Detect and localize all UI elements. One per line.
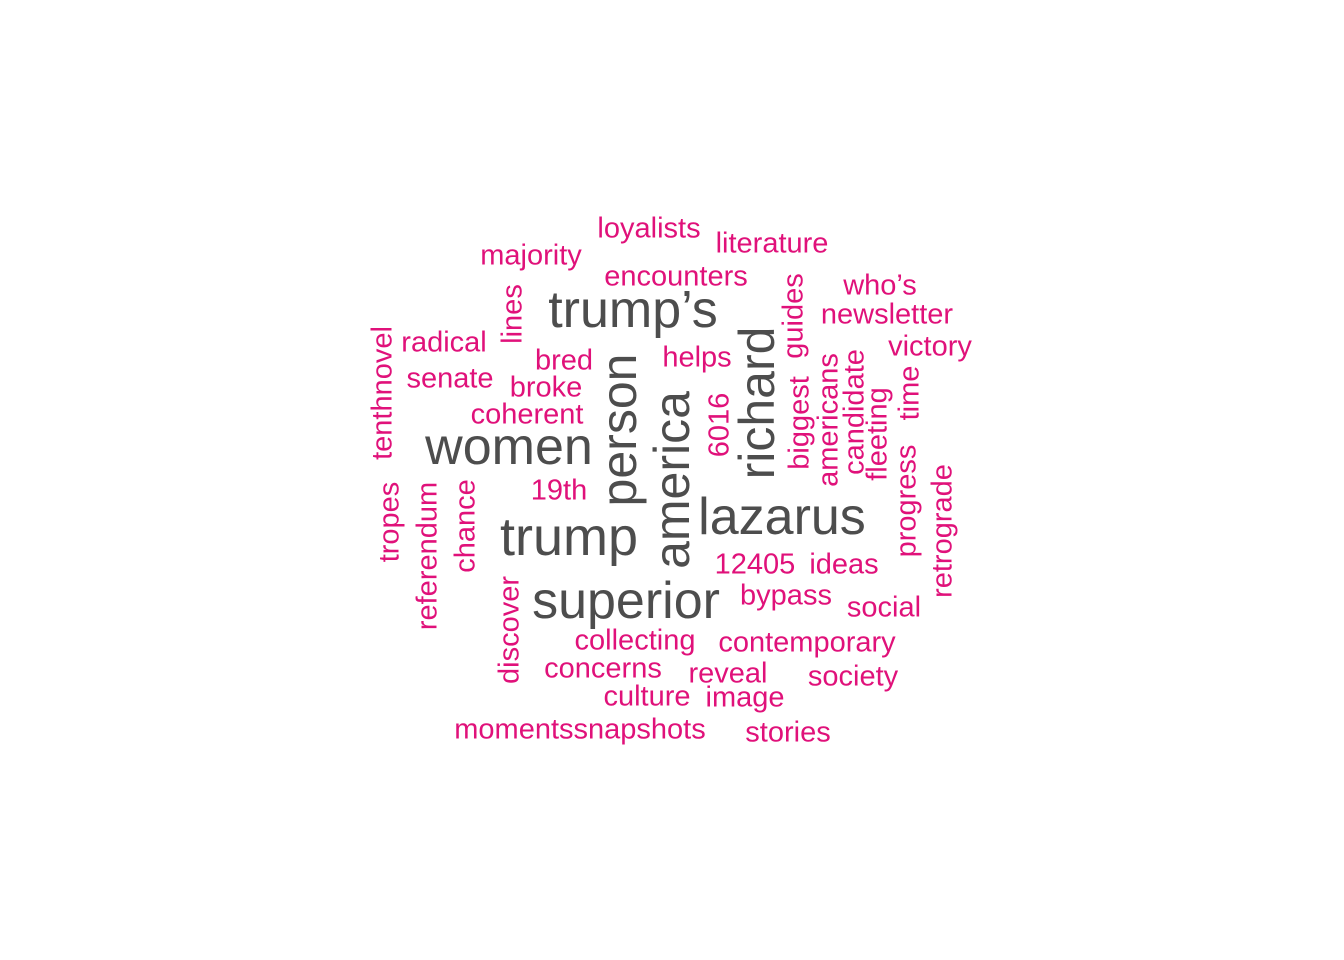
- word-superior: superior: [532, 572, 720, 630]
- word-women: women: [425, 418, 593, 476]
- word-person: person: [591, 353, 647, 507]
- word-reveal: reveal: [688, 657, 768, 690]
- word-stories: stories: [745, 716, 831, 749]
- word-collecting: collecting: [574, 624, 696, 657]
- word-trump: trump: [499, 507, 639, 567]
- word-6016: 6016: [703, 392, 736, 458]
- word-richard: richard: [729, 326, 785, 480]
- word-referendum: referendum: [411, 481, 444, 631]
- word-image: image: [705, 681, 785, 714]
- word-biggest: biggest: [783, 376, 816, 470]
- word-loyalists: loyalists: [597, 212, 701, 245]
- word-momentssnapshots: momentssnapshots: [454, 713, 706, 746]
- word-encounters: encounters: [604, 260, 748, 293]
- word-lines: lines: [496, 284, 529, 344]
- word-chance: chance: [449, 479, 482, 573]
- word-america: america: [644, 391, 700, 569]
- word-contemporary: contemporary: [718, 626, 896, 659]
- word-fleeting: fleeting: [861, 387, 894, 481]
- word-whos: who’s: [843, 269, 917, 302]
- word-literature: literature: [715, 227, 829, 260]
- word-society: society: [807, 660, 899, 693]
- word-guides: guides: [777, 273, 810, 359]
- word-retrograde: retrograde: [926, 464, 959, 598]
- word-19th: 19th: [530, 474, 588, 507]
- word-culture: culture: [603, 680, 691, 713]
- word-tenthnovel: tenthnovel: [366, 326, 399, 460]
- word-lazarus: lazarus: [698, 488, 866, 546]
- word-coherent: coherent: [470, 398, 584, 431]
- word-majority: majority: [480, 239, 582, 272]
- word-ideas: ideas: [809, 548, 879, 581]
- word-helps: helps: [662, 341, 732, 374]
- word-broke: broke: [509, 371, 583, 404]
- word-senate: senate: [406, 362, 494, 395]
- word-bred: bred: [534, 344, 594, 377]
- word-bypass: bypass: [740, 579, 832, 612]
- word-newsletter: newsletter: [820, 298, 954, 331]
- word-12405: 12405: [714, 548, 796, 581]
- word-concerns: concerns: [544, 652, 662, 685]
- word-radical: radical: [401, 326, 487, 359]
- word-victory: victory: [888, 330, 972, 363]
- word-tropes: tropes: [373, 481, 406, 563]
- word-discover: discover: [493, 576, 526, 684]
- word-social: social: [846, 591, 922, 624]
- word-trumps: trump’s: [548, 281, 718, 339]
- word-time: time: [893, 365, 926, 421]
- word-progress: progress: [890, 444, 923, 558]
